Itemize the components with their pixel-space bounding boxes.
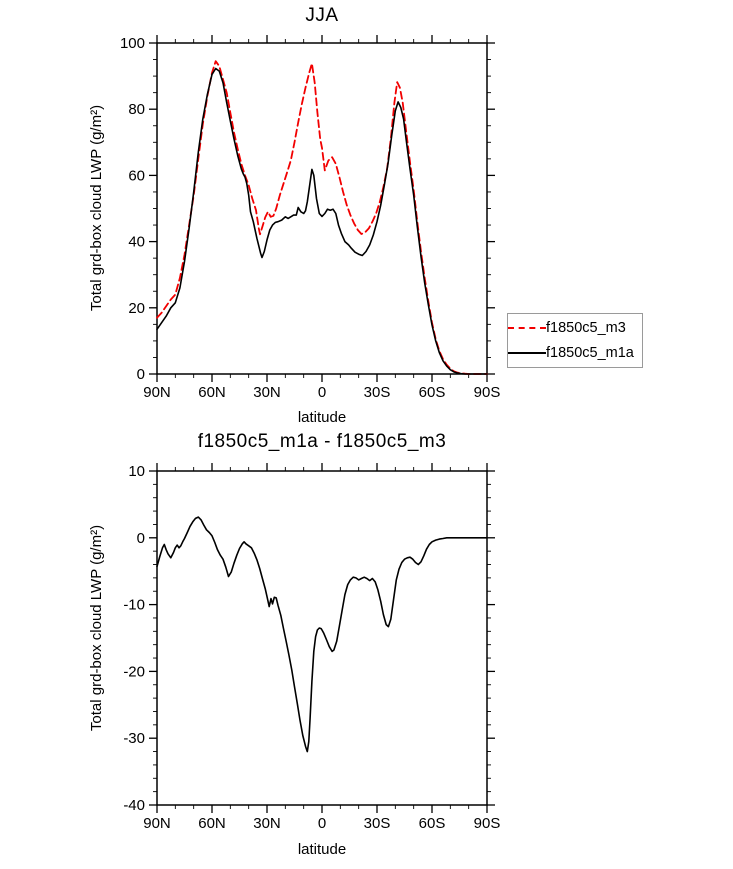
chart-1: 90N 60N 30N 0 30S 60S 90S -40 -30 -20 -10 0 10: [123, 463, 500, 832]
x-tick-label: 90N: [143, 815, 171, 832]
y-tick-label: 60: [128, 167, 145, 184]
y-tick-label: -20: [123, 663, 145, 680]
x-tick-label: 30S: [364, 384, 391, 401]
y-tick-label: 10: [128, 463, 145, 480]
y-tick-label: 80: [128, 101, 145, 118]
x-tick-label: 30N: [253, 384, 281, 401]
x-tick-label: 60S: [419, 384, 446, 401]
legend-item-m3: f1850c5_m3: [508, 316, 642, 340]
x-axis-label-bottom: latitude: [297, 841, 347, 858]
legend-line-solid-black: [508, 352, 546, 355]
y-tick-label: 0: [137, 366, 145, 383]
legend-line-dashed-red: [508, 326, 546, 329]
y-tick-label: 20: [128, 300, 145, 317]
y-tick-label: -10: [123, 597, 145, 614]
x-axis-label-top: latitude: [297, 409, 347, 426]
legend-label-m3: f1850c5_m3: [546, 319, 626, 336]
x-tick-label: 60S: [419, 815, 446, 832]
y-tick-label: 100: [120, 35, 145, 52]
x-tick-label: 30S: [364, 815, 391, 832]
chart-title-difference: f1850c5_m1a - f1850c5_m3: [197, 431, 447, 452]
y-axis-label-bottom: Total grd-box cloud LWP (g/m²): [88, 524, 105, 732]
x-tick-label: 90N: [143, 384, 171, 401]
legend: f1850c5_m3 f1850c5_m1a: [507, 313, 643, 368]
legend-item-m1a: f1850c5_m1a: [508, 341, 642, 365]
y-tick-label: -30: [123, 730, 145, 747]
y-tick-label: 40: [128, 234, 145, 251]
series-line-f1850c5-m1a-f1850c5-m3: [156, 516, 488, 753]
plot-frame: [156, 42, 488, 375]
y-tick-label: -40: [123, 797, 145, 814]
x-tick-label: 60N: [198, 384, 226, 401]
chart-title-jja: JJA: [305, 5, 339, 26]
x-tick-label: 0: [318, 384, 326, 401]
series-line-f1850c5-m1a: [156, 67, 488, 375]
x-tick-label: 0: [318, 815, 326, 832]
x-tick-label: 90S: [474, 384, 501, 401]
y-axis-label-top: Total grd-box cloud LWP (g/m²): [88, 104, 105, 312]
x-tick-label: 60N: [198, 815, 226, 832]
legend-label-m1a: f1850c5_m1a: [546, 345, 634, 362]
x-tick-label: 30N: [253, 815, 281, 832]
plot-frame: [156, 470, 488, 806]
y-tick-label: 0: [137, 530, 145, 547]
series-line-f1850c5-m3: [156, 60, 488, 375]
x-tick-label: 90S: [474, 815, 501, 832]
chart-0: 90N 60N 30N 0 30S 60S 90S 0 20 40 60 80 100: [120, 35, 500, 401]
